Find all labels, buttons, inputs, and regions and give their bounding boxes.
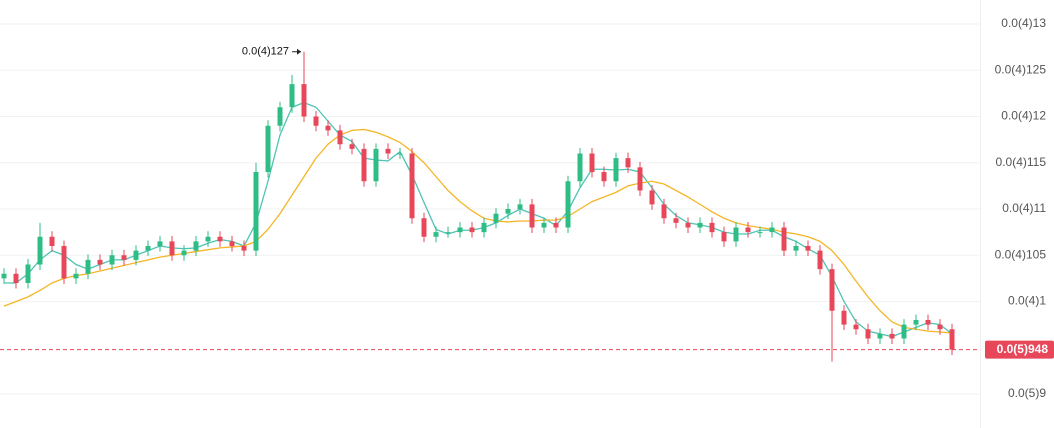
annotation-arrowhead <box>297 48 301 55</box>
candle-body <box>37 236 43 265</box>
candle-body <box>13 273 19 283</box>
candle-body <box>553 222 559 228</box>
candle-body <box>805 246 811 251</box>
candle-body <box>61 246 67 279</box>
candle-body <box>421 218 427 237</box>
candle-body <box>301 84 307 117</box>
candle-body <box>565 181 571 228</box>
candle-body <box>205 236 211 242</box>
candle-body <box>73 273 79 279</box>
candle-body <box>289 84 295 108</box>
candle-body <box>637 167 643 191</box>
candle-body <box>493 213 499 223</box>
candle-body <box>865 329 871 339</box>
candle-body <box>625 158 631 168</box>
candle-body <box>781 227 787 251</box>
y-tick-label: 0.0(4)125 <box>995 62 1047 76</box>
y-tick-label: 0.0(4)11 <box>1002 201 1046 215</box>
candle-body <box>877 333 883 339</box>
candle-body <box>613 158 619 182</box>
candle-body <box>445 232 451 234</box>
candle-body <box>577 153 583 182</box>
candle-body <box>229 241 235 246</box>
candle-body <box>433 232 439 237</box>
candle-body <box>181 250 187 256</box>
candle-body <box>241 246 247 251</box>
candle-body <box>889 333 895 339</box>
candle-body <box>733 227 739 242</box>
candle-body <box>505 209 511 214</box>
candle-body <box>313 116 319 126</box>
candle-body <box>145 246 151 251</box>
candle-body <box>829 269 835 311</box>
y-tick-label: 0.0(4)12 <box>1001 109 1046 123</box>
candle-body <box>109 255 115 265</box>
candle-body <box>409 153 415 219</box>
candle-body <box>721 232 727 242</box>
candle-body <box>373 148 379 182</box>
candle-body <box>901 324 907 339</box>
moving-average-line <box>3 128 953 334</box>
candle-body <box>745 227 751 233</box>
candle-body <box>817 250 823 270</box>
candle-body <box>25 264 31 283</box>
candle-body <box>709 222 715 233</box>
candle-body <box>841 310 847 325</box>
candle-body <box>589 153 595 172</box>
candle-body <box>769 227 775 233</box>
y-tick-label: 0.0(5)9 <box>1008 386 1046 400</box>
y-tick-label: 0.0(4)115 <box>996 155 1047 169</box>
y-tick-label: 0.0(4)1 <box>1008 294 1046 308</box>
candle-body <box>541 222 547 228</box>
candle-body <box>217 236 223 242</box>
candle-body <box>49 236 55 246</box>
candle-body <box>361 148 367 182</box>
candle-body <box>121 255 127 260</box>
candle-body <box>85 259 91 274</box>
candle-body <box>253 172 259 251</box>
candle-body <box>157 241 163 246</box>
candle-body <box>97 259 103 265</box>
candle-body <box>661 204 667 219</box>
candle-body <box>469 227 475 233</box>
candle-body <box>325 125 331 131</box>
last-price-box <box>985 340 1054 359</box>
candle-body <box>457 227 463 233</box>
candle-body <box>337 130 343 145</box>
candle-body <box>169 241 175 256</box>
candle-body <box>853 324 859 330</box>
candle-body <box>649 190 655 205</box>
candle-body <box>793 246 799 251</box>
candle-body <box>601 172 607 182</box>
candle-body <box>1 273 7 279</box>
candle-body <box>133 250 139 260</box>
candle-body <box>349 144 355 149</box>
candle-body <box>757 232 763 234</box>
moving-average-line <box>4 101 953 338</box>
candle-body <box>517 204 523 209</box>
annotation-label: 0.0(4)127 <box>242 46 289 58</box>
candle-body <box>949 329 955 350</box>
candle-body <box>397 153 403 155</box>
candle-body <box>529 204 535 228</box>
candle-body <box>937 324 943 330</box>
candle-body <box>481 222 487 233</box>
y-tick-label: 0.0(4)13 <box>1001 16 1046 30</box>
candle-body <box>193 241 199 251</box>
y-tick-label: 0.0(4)105 <box>995 247 1047 261</box>
candle-body <box>685 222 691 228</box>
last-price-label: 0.0(5)948 <box>997 342 1049 356</box>
candle-body <box>673 218 679 223</box>
candle-body <box>913 320 919 325</box>
candle-body <box>277 107 283 126</box>
candle-body <box>697 222 703 228</box>
candle-body <box>385 148 391 154</box>
candle-body <box>925 320 931 325</box>
candle-body <box>265 125 271 172</box>
